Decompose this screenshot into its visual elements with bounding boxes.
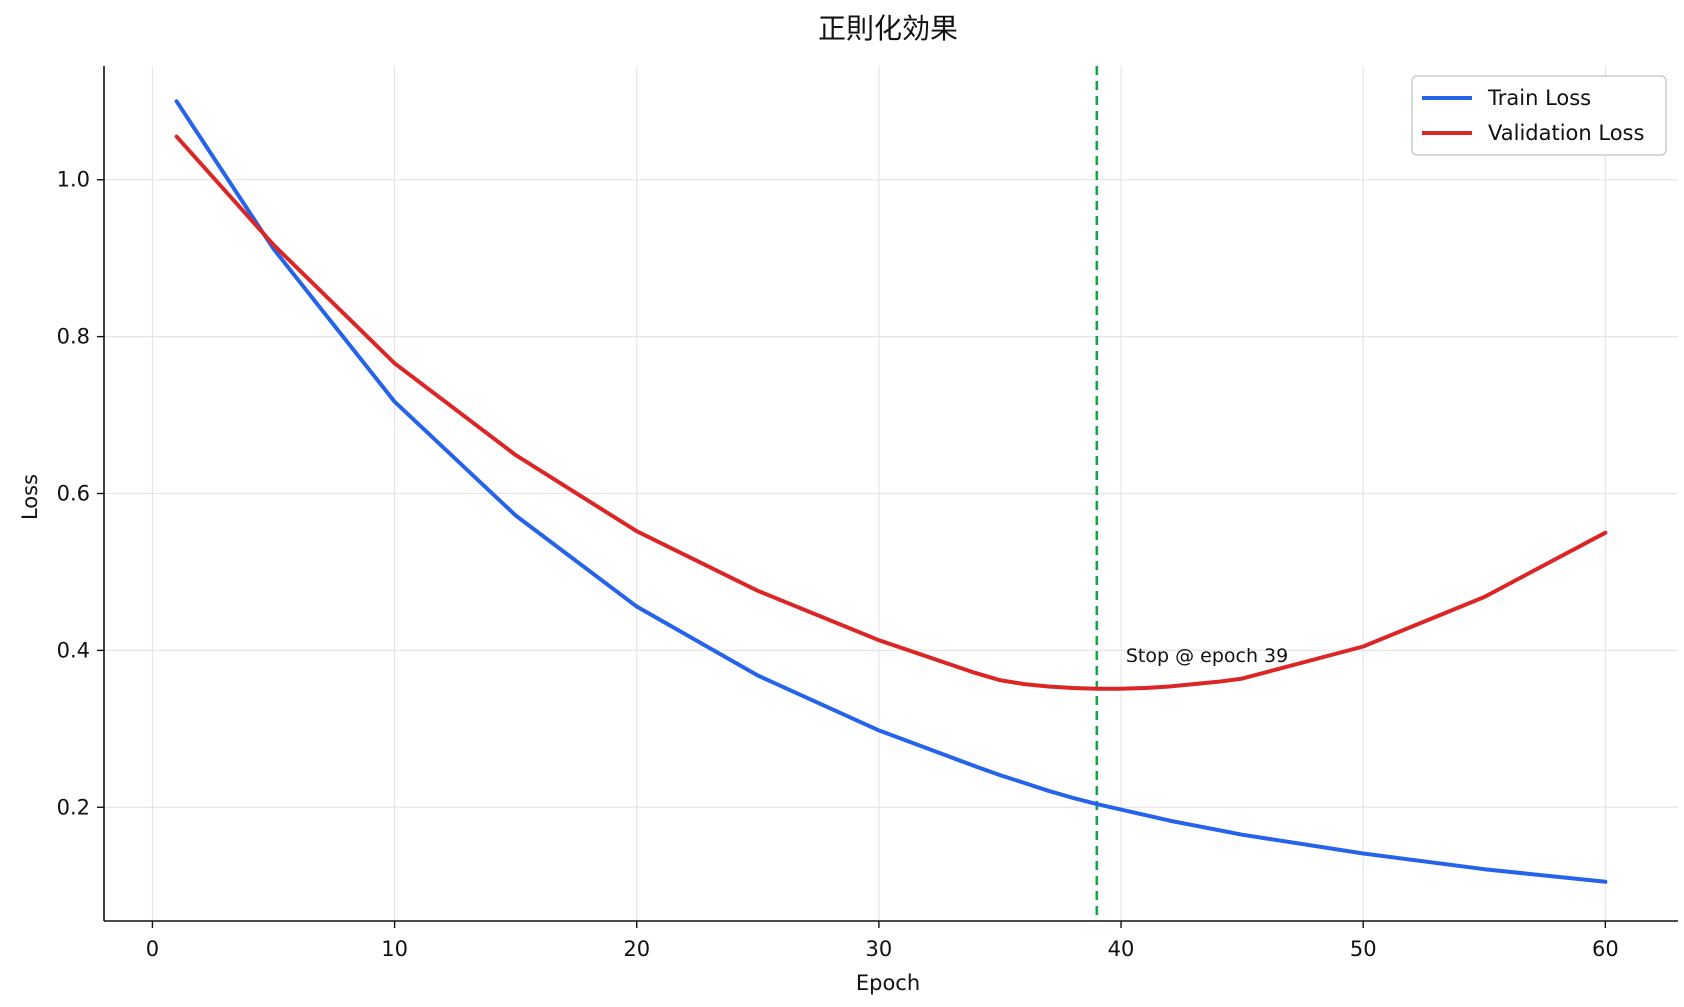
x-tick-label-5: 50 bbox=[1350, 937, 1377, 961]
grid bbox=[104, 66, 1678, 921]
y-tick-label-3: 0.8 bbox=[57, 325, 90, 349]
legend: Train Loss Validation Loss bbox=[1411, 75, 1667, 156]
y-tick-label-1: 0.4 bbox=[57, 638, 90, 662]
x-tick-label-2: 20 bbox=[623, 937, 650, 961]
x-tick-label-1: 10 bbox=[381, 937, 408, 961]
x-tick-label-0: 0 bbox=[146, 937, 159, 961]
series-layer bbox=[174, 99, 1608, 884]
early-stop-annotation: Stop @ epoch 39 bbox=[1126, 645, 1288, 667]
chart-title: 正則化効果 bbox=[818, 12, 958, 45]
y-tick-label-0: 0.2 bbox=[57, 795, 90, 819]
x-tick-label-6: 60 bbox=[1592, 937, 1619, 961]
x-tick-label-3: 30 bbox=[866, 937, 893, 961]
x-axis-label: Epoch bbox=[856, 971, 920, 995]
series-line-train-loss bbox=[174, 99, 1608, 884]
legend-box bbox=[1411, 75, 1667, 156]
ticks: 0 10 20 30 40 50 60 0.2 0.4 0.6 0.8 1.0 bbox=[57, 168, 1619, 961]
legend-label-validation-loss: Validation Loss bbox=[1488, 121, 1644, 145]
legend-label-train-loss: Train Loss bbox=[1487, 86, 1591, 110]
series-line-validation-loss bbox=[174, 134, 1608, 691]
x-tick-label-4: 40 bbox=[1108, 937, 1135, 961]
y-tick-label-4: 1.0 bbox=[57, 168, 90, 192]
y-tick-label-2: 0.6 bbox=[57, 482, 90, 506]
y-axis-label: Loss bbox=[18, 474, 42, 520]
